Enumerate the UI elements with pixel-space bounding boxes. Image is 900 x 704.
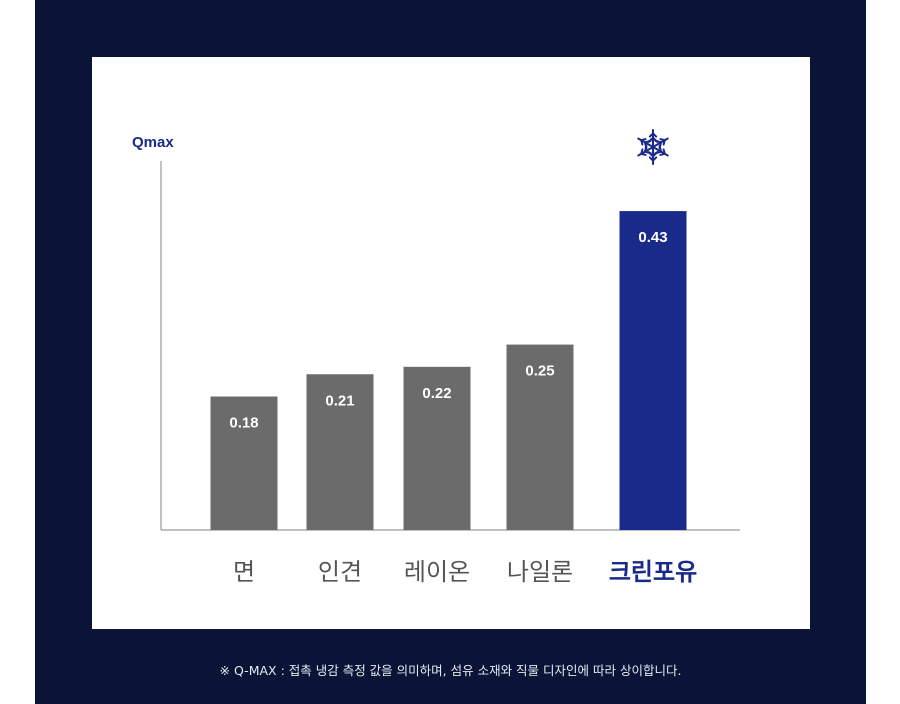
category-label: 레이온 bbox=[404, 558, 470, 586]
bar-value-label: 0.18 bbox=[229, 415, 258, 432]
bar-chart: Qmax 0.18 면 0.21 인견 0.22 레이온 0.25 나일론 0.43 크린포유 bbox=[132, 129, 740, 586]
bar-value-label: 0.22 bbox=[422, 385, 451, 402]
category-label: 면 bbox=[233, 558, 255, 586]
y-axis-label: Qmax bbox=[132, 134, 174, 151]
bar-3 bbox=[403, 366, 471, 530]
bar-value-label: 0.43 bbox=[638, 229, 667, 246]
category-label: 크린포유 bbox=[609, 558, 697, 586]
bars-group: 0.18 면 0.21 인견 0.22 레이온 0.25 나일론 0.43 크린포유 bbox=[210, 211, 697, 586]
bar-value-label: 0.25 bbox=[525, 363, 554, 380]
bar-2 bbox=[306, 374, 374, 530]
category-label: 나일론 bbox=[507, 558, 573, 586]
snowflake-icon bbox=[637, 129, 669, 165]
footnote: ※ Q-MAX : 접촉 냉감 측정 값을 의미하며, 섬유 소재와 직물 디자… bbox=[219, 663, 682, 678]
bar-5 bbox=[619, 211, 687, 531]
bar-4 bbox=[506, 344, 574, 530]
bar-1 bbox=[210, 396, 278, 530]
chart-card: Qmax 0.18 면 0.21 인견 0.22 레이온 0.25 나일론 0.43 크린포유 bbox=[92, 57, 810, 629]
category-label: 인견 bbox=[318, 558, 362, 586]
bar-value-label: 0.21 bbox=[325, 392, 354, 409]
